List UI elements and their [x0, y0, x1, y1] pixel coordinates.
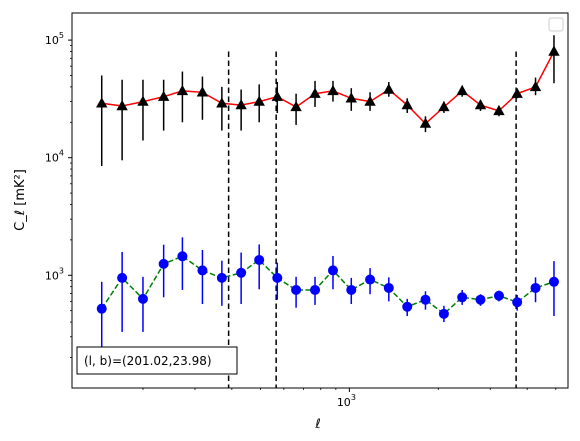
- data-point: [346, 284, 357, 295]
- data-point: [96, 97, 108, 108]
- data-point: [176, 84, 189, 96]
- data-point: [457, 292, 468, 303]
- data-point: [420, 294, 431, 305]
- data-point: [271, 90, 283, 101]
- data-point: [364, 95, 376, 106]
- data-point: [327, 265, 338, 276]
- y-axis-label: C_ℓ [mK²]: [13, 169, 28, 231]
- data-point: [402, 301, 413, 312]
- vertical-lines: [227, 51, 517, 388]
- legend-box: [548, 17, 564, 32]
- data-point: [196, 86, 209, 97]
- data-point: [383, 83, 395, 94]
- data-point: [511, 87, 523, 98]
- data-point: [401, 99, 413, 110]
- y-tick-label: 104: [45, 149, 64, 165]
- data-point: [291, 284, 302, 295]
- data-point: [158, 258, 169, 269]
- x-axis-label: ℓ: [314, 417, 320, 432]
- data-point: [548, 276, 559, 287]
- annotation-text: (l, b)=(201.02,23.98): [84, 354, 212, 368]
- data-point: [493, 104, 505, 116]
- data-point: [272, 272, 283, 283]
- data-point: [530, 282, 541, 293]
- plot-frame: [71, 12, 569, 389]
- data-point: [254, 254, 265, 265]
- data-point: [345, 92, 357, 103]
- series-layer: [96, 35, 560, 358]
- data-point: [419, 117, 432, 128]
- data-point: [456, 84, 468, 96]
- data-point: [177, 251, 188, 262]
- data-point: [96, 303, 107, 314]
- data-point: [137, 293, 148, 304]
- data-point: [383, 282, 394, 293]
- plot-background: [72, 13, 568, 388]
- x-tick-label: 103: [337, 393, 356, 409]
- data-point: [529, 80, 542, 92]
- data-point: [236, 267, 247, 278]
- data-point: [327, 84, 339, 96]
- data-point: [290, 100, 302, 112]
- series-1: [96, 237, 559, 358]
- data-point: [512, 297, 523, 308]
- series-0: [96, 35, 560, 166]
- data-point: [493, 290, 504, 301]
- data-point: [157, 90, 170, 101]
- data-point: [475, 294, 486, 305]
- ticks-layer: 103 104 105 103: [45, 31, 557, 409]
- y-tick-label: 105: [45, 31, 64, 47]
- data-point: [216, 272, 227, 283]
- data-point: [235, 99, 247, 110]
- y-tick-label: 103: [45, 266, 64, 282]
- data-point: [438, 100, 450, 112]
- data-point: [365, 274, 376, 285]
- data-point: [216, 97, 228, 108]
- data-point: [309, 87, 321, 98]
- data-point: [253, 95, 265, 106]
- data-point: [474, 99, 487, 110]
- data-point: [117, 272, 128, 283]
- data-point: [197, 265, 208, 276]
- data-point: [116, 100, 128, 111]
- data-point: [137, 95, 149, 106]
- data-point: [310, 284, 321, 295]
- data-point: [438, 308, 449, 319]
- data-point: [548, 45, 560, 56]
- annotation-box: (l, b)=(201.02,23.98): [76, 346, 238, 375]
